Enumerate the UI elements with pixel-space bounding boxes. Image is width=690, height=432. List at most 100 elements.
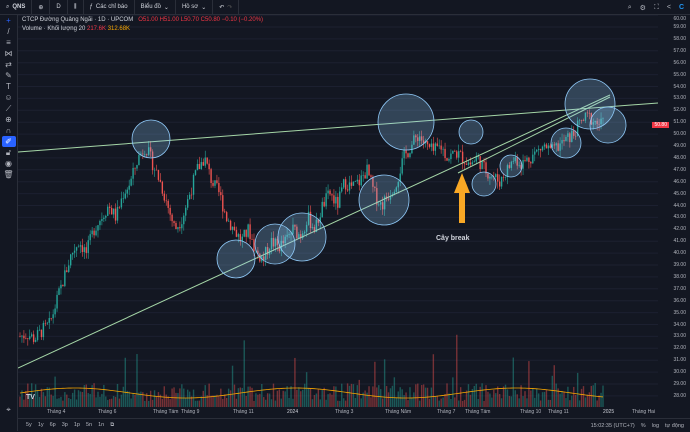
candle	[225, 212, 228, 222]
volume-bar	[73, 389, 76, 407]
candle	[165, 200, 167, 202]
price-axis[interactable]: 60.00 59.00 58.00 57.00 56.00 55.00 54.00 53.00…	[652, 15, 690, 407]
price-chart[interactable]: TV	[18, 15, 658, 407]
share-icon[interactable]: <	[666, 4, 671, 11]
candle	[319, 217, 321, 223]
fullscreen-icon[interactable]: ⛶	[653, 3, 659, 11]
volume-bar	[257, 394, 259, 407]
volume-bar	[280, 398, 282, 407]
indicators-button[interactable]: ƒ Các chỉ báo	[84, 0, 135, 15]
candle	[580, 120, 583, 121]
volume-bar	[259, 393, 261, 407]
symbol-search[interactable]: ⌕ QNS	[0, 0, 33, 15]
candle	[105, 215, 107, 218]
price-tick: 44.00	[673, 202, 686, 209]
time-tick: Tháng 10	[520, 409, 542, 415]
pattern-icon[interactable]: ⋈	[4, 49, 13, 58]
interval-button[interactable]: D	[50, 0, 68, 15]
range-button[interactable]: 1y	[37, 422, 44, 428]
candle	[130, 178, 132, 186]
candle	[46, 322, 48, 324]
add-symbol-button[interactable]: ⊕	[32, 0, 51, 15]
candle	[528, 157, 530, 163]
candle	[311, 227, 314, 229]
candle	[239, 234, 242, 242]
price-tick: 37.00	[673, 285, 686, 292]
range-button[interactable]: 5n	[86, 422, 93, 428]
candle	[27, 338, 29, 339]
volume-bar	[292, 398, 294, 407]
fib-icon[interactable]: ≡	[6, 38, 11, 47]
time-axis[interactable]: Tháng 4 Tháng 6 Tháng Tám Tháng 9 Tháng 11 20…	[18, 407, 658, 417]
time-tick: Tháng 11	[233, 409, 254, 415]
candle	[376, 188, 378, 205]
volume-bar	[122, 386, 125, 407]
volume-bar	[40, 388, 43, 407]
volume-bar	[200, 396, 203, 407]
zoom-in-icon[interactable]: ⊕	[5, 115, 12, 124]
volume-bar	[177, 393, 179, 407]
candle	[249, 224, 251, 239]
projection-icon[interactable]: ⇄	[5, 60, 12, 69]
pin-icon[interactable]: ⌖	[6, 405, 11, 414]
emoji-icon[interactable]: ☺	[4, 93, 13, 102]
candle	[450, 153, 452, 160]
zoom-search-icon[interactable]: ⌕	[627, 3, 632, 11]
text-icon[interactable]: T	[6, 82, 11, 91]
range-button[interactable]: 1n	[98, 422, 105, 428]
brush-icon[interactable]: ✎	[5, 71, 12, 80]
volume-bar	[364, 390, 366, 407]
volume-bar	[374, 361, 376, 407]
volume-bar	[452, 377, 454, 407]
price-tick: 33.00	[673, 333, 686, 340]
ruler-icon[interactable]: ⟋	[5, 104, 12, 113]
volume-bar	[173, 387, 175, 407]
logo-icon[interactable]: C	[678, 4, 684, 11]
eye-icon[interactable]: ◉	[5, 159, 12, 168]
log-toggle[interactable]: log	[651, 422, 660, 429]
range-button[interactable]: 3p	[61, 422, 68, 428]
candle	[495, 174, 497, 178]
candle	[95, 230, 97, 236]
date-range-icon[interactable]: ⧉	[110, 421, 115, 428]
candle	[473, 161, 476, 163]
time-tick: Tháng Tám	[465, 409, 491, 415]
candle	[571, 130, 573, 143]
percent-toggle[interactable]: %	[640, 422, 646, 429]
range-button[interactable]: 1p	[73, 422, 80, 428]
volume-bar	[62, 400, 64, 407]
gear-icon[interactable]: ⚙	[639, 4, 646, 12]
charts-menu[interactable]: Biểu đồ ⌄	[135, 0, 176, 15]
candle	[247, 224, 249, 237]
candle	[253, 239, 255, 252]
volume-bar	[483, 400, 485, 407]
trendline-icon[interactable]: /	[7, 27, 10, 36]
auto-toggle[interactable]: tự động	[665, 422, 684, 429]
candle	[469, 162, 472, 165]
crosshair-icon[interactable]: +	[6, 16, 11, 25]
volume-bar	[422, 384, 425, 407]
candle	[381, 202, 384, 210]
range-button[interactable]: 6p	[49, 422, 56, 428]
volume-bar	[448, 393, 450, 407]
volume-bar	[329, 393, 331, 407]
candle	[374, 186, 376, 189]
profile-menu[interactable]: Hồ sơ ⌄	[176, 0, 214, 15]
lock-icon[interactable]: 🔓︎	[5, 148, 12, 157]
candle	[341, 187, 343, 192]
tradingview-logo: TV	[26, 394, 35, 401]
volume-bar	[241, 387, 243, 407]
lock-drawing-icon[interactable]: ✐	[1, 136, 16, 147]
undo-button[interactable]: ↶ ↷	[213, 0, 240, 15]
volume-bar	[85, 384, 87, 407]
price-tick: 52.00	[673, 107, 686, 114]
trash-icon[interactable]: 🗑︎	[3, 170, 14, 179]
magnet-icon[interactable]: ∩	[5, 126, 12, 135]
volume-bar	[341, 383, 343, 407]
range-button[interactable]: 5y	[26, 422, 32, 428]
annotation-text: Cây break	[436, 235, 470, 242]
candle	[305, 224, 308, 232]
volume-bar	[206, 395, 208, 407]
chart-type-button[interactable]: ⫼	[68, 0, 84, 15]
price-tick: 58.00	[673, 35, 686, 42]
